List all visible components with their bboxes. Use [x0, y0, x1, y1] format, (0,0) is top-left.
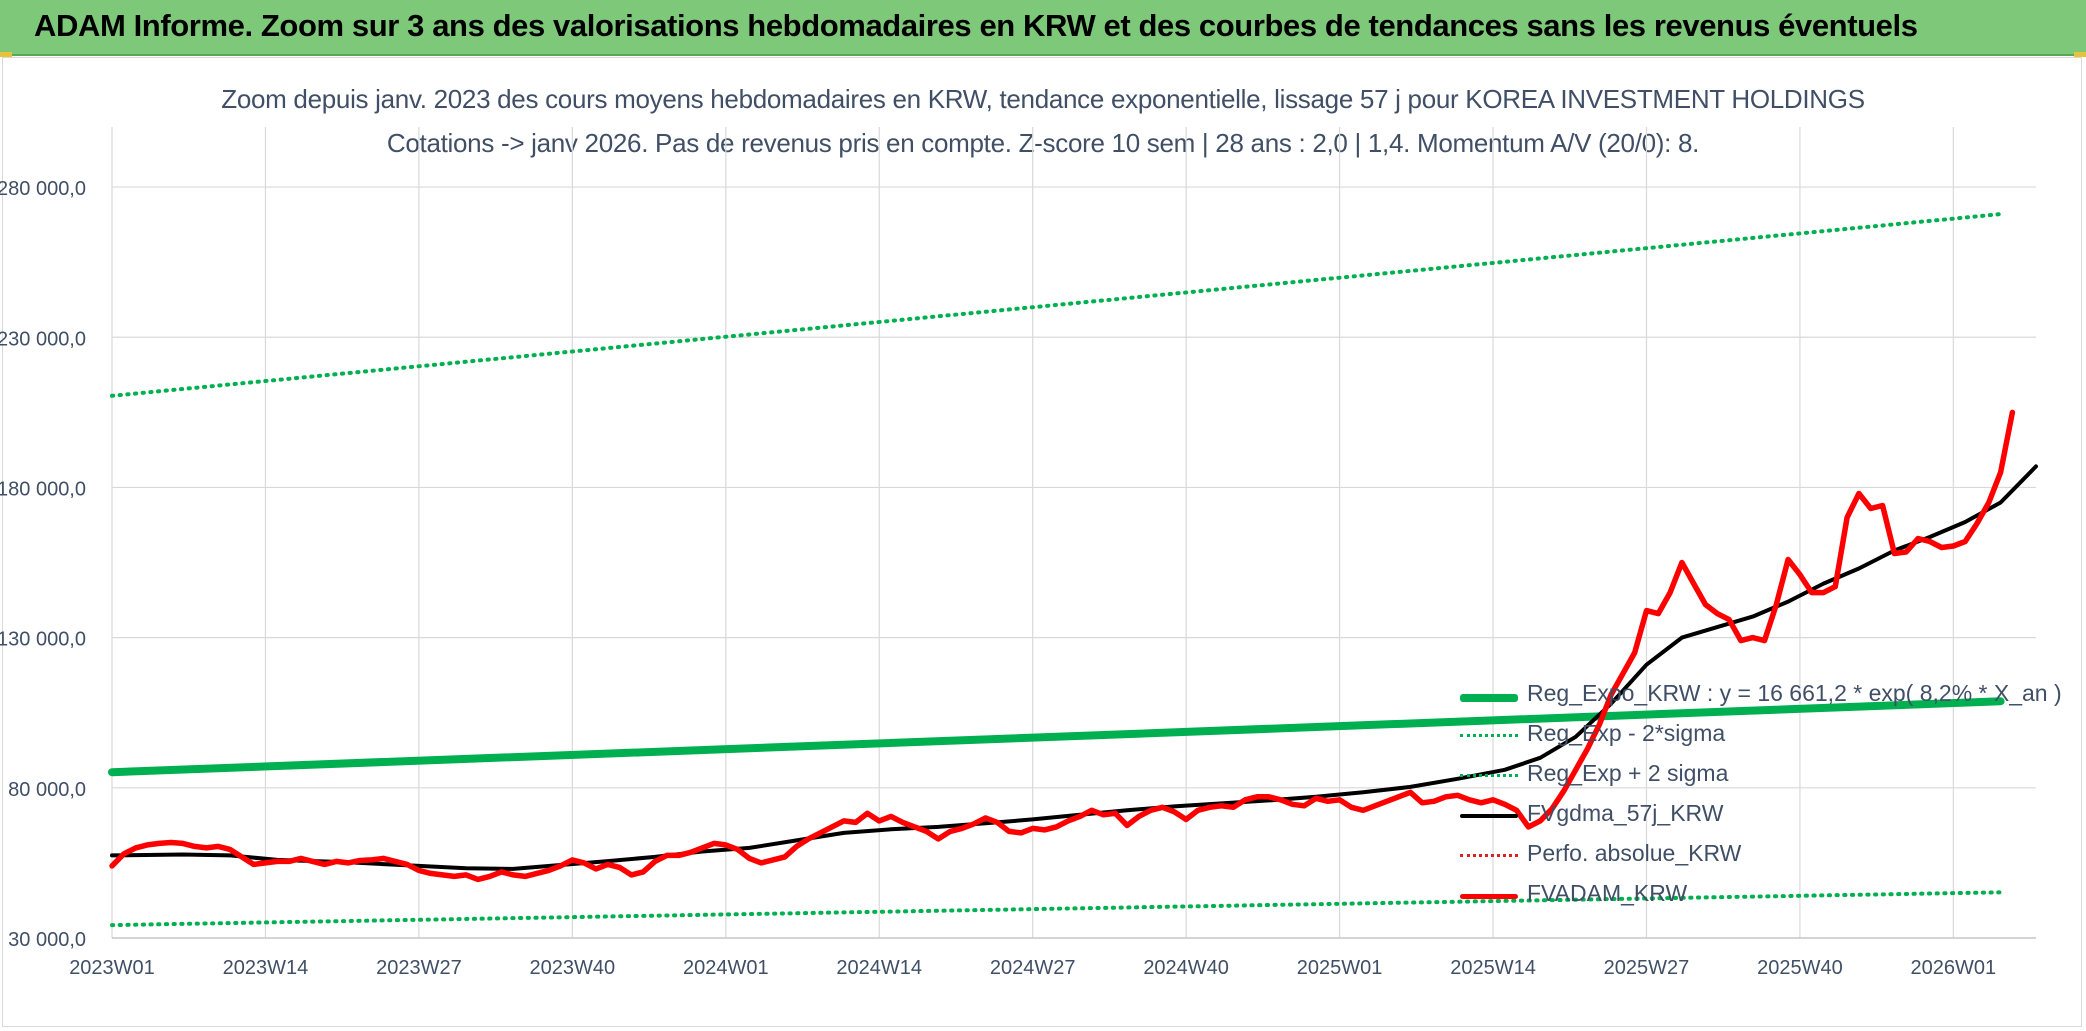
x-tick-label: 2025W14 [1450, 957, 1536, 979]
legend-label: Reg_Exp + 2 sigma [1527, 760, 1729, 786]
series-line-0 [108, 697, 2005, 777]
x-tick-label: 2023W14 [223, 957, 309, 979]
series-line-5 [109, 409, 2016, 883]
legend-item: Perfo. absolue_KRW [1460, 836, 2080, 876]
y-tick-label: 80 000,0 [8, 779, 86, 801]
legend-label: Reg_Exp - 2*sigma [1527, 720, 1726, 746]
legend-item: Reg_Expo_KRW : y = 16 661,2 * exp( 8,2% … [1460, 676, 2080, 716]
legend-label: Reg_Expo_KRW : y = 16 661,2 * exp( 8,2% … [1527, 680, 2062, 706]
y-tick-label: 180 000,0 [0, 478, 86, 500]
chart-subtitle: Cotations -> janv 2026. Pas de revenus p… [386, 128, 1700, 158]
series-line-1 [110, 890, 2003, 928]
legend-item: Reg_Exp + 2 sigma [1460, 756, 2080, 796]
legend-label: Perfo. absolue_KRW [1527, 840, 1742, 866]
y-tick-label: 30 000,0 [8, 929, 86, 951]
y-tick-label: 280 000,0 [0, 178, 86, 200]
legend-label: FVgdma_57j_KRW [1527, 800, 1724, 826]
legend-item: Reg_Exp - 2*sigma [1460, 716, 2080, 756]
y-tick-label: 130 000,0 [0, 629, 86, 651]
legend-swatch [1460, 814, 1518, 818]
series-line-3 [110, 464, 2038, 871]
banner-corner-right [2074, 52, 2086, 57]
y-tick-label: 230 000,0 [0, 328, 86, 350]
banner-corner-left [0, 52, 12, 57]
legend-label: FVADAM_KRW [1527, 880, 1688, 906]
series-line-2 [110, 212, 2003, 398]
x-tick-label: 2025W01 [1297, 957, 1383, 979]
report-banner: ADAM Informe. Zoom sur 3 ans des valoris… [0, 0, 2086, 56]
chart-frame [2, 57, 2082, 1027]
x-tick-label: 2024W40 [1143, 957, 1229, 979]
x-tick-label: 2024W01 [683, 957, 769, 979]
x-tick-label: 2024W14 [836, 957, 922, 979]
x-tick-label: 2023W40 [530, 957, 616, 979]
x-tick-label: 2025W27 [1604, 957, 1690, 979]
legend-item: FVADAM_KRW [1460, 876, 2080, 916]
x-tick-label: 2025W40 [1757, 957, 1843, 979]
chart-title: Zoom depuis janv. 2023 des cours moyens … [221, 84, 1865, 114]
x-tick-label: 2024W27 [990, 957, 1076, 979]
x-tick-label: 2023W01 [69, 957, 155, 979]
legend-swatch [1460, 894, 1518, 899]
legend-swatch [1460, 734, 1518, 737]
x-tick-label: 2026W01 [1911, 957, 1997, 979]
legend-swatch [1460, 854, 1518, 857]
x-tick-label: 2023W27 [376, 957, 462, 979]
legend-swatch [1460, 694, 1518, 702]
legend-item: FVgdma_57j_KRW [1460, 796, 2080, 836]
report-title: ADAM Informe. Zoom sur 3 ans des valoris… [34, 8, 1918, 43]
legend-swatch [1460, 774, 1518, 777]
